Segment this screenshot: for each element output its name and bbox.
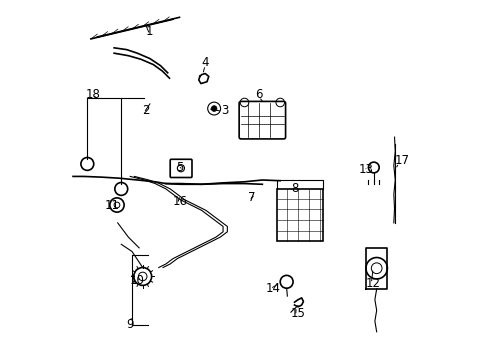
Text: 1: 1 [146, 25, 153, 38]
Text: 17: 17 [393, 154, 408, 167]
Text: 4: 4 [201, 55, 208, 69]
FancyBboxPatch shape [170, 159, 192, 177]
Text: 5: 5 [176, 161, 183, 174]
Text: 15: 15 [290, 307, 305, 320]
Text: 14: 14 [265, 283, 280, 296]
Text: 8: 8 [290, 183, 298, 195]
Text: 2: 2 [142, 104, 150, 117]
Text: 11: 11 [104, 198, 120, 212]
Text: 16: 16 [172, 195, 187, 208]
Circle shape [211, 106, 217, 111]
Text: 6: 6 [255, 88, 262, 101]
Text: 9: 9 [126, 318, 134, 331]
Text: 3: 3 [221, 104, 228, 117]
Text: 13: 13 [358, 163, 373, 176]
Text: 12: 12 [365, 277, 380, 290]
FancyBboxPatch shape [239, 102, 285, 139]
Text: 7: 7 [247, 192, 255, 204]
Text: 10: 10 [130, 274, 144, 287]
Text: 18: 18 [85, 88, 100, 101]
Bar [276, 189, 323, 241]
